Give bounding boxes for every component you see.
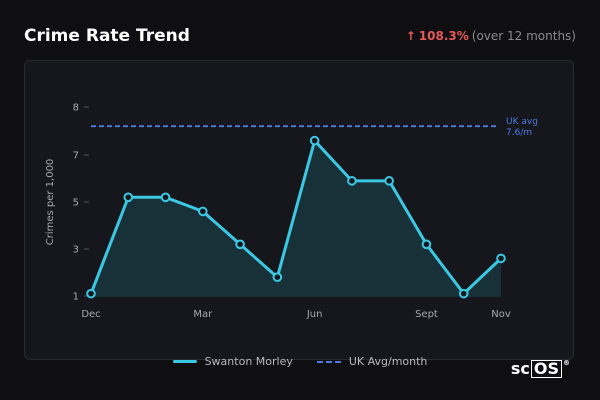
x-tick-label: Mar	[193, 309, 213, 320]
legend-reference-label: UK Avg/month	[348, 355, 428, 368]
chart-title: Crime Rate Trend	[24, 26, 190, 46]
change-percent: 108.3%	[418, 29, 469, 43]
data-point[interactable]	[421, 239, 432, 250]
data-point[interactable]	[235, 239, 245, 250]
y-axis: 1 3 5 7 8	[73, 103, 89, 303]
data-point[interactable]	[160, 192, 171, 203]
x-axis: Dec Mar Jun Sept Nov	[81, 309, 511, 320]
data-point[interactable]	[458, 288, 469, 299]
brand-boxed-text: OS	[530, 359, 562, 378]
y-tick-label: 7	[73, 151, 79, 162]
data-point[interactable]	[123, 192, 134, 203]
legend-item-reference[interactable]: UK Avg/month	[316, 355, 428, 368]
reference-label-value: 7.6/m	[506, 128, 532, 138]
reference-label-name: UK avg	[506, 117, 538, 127]
solid-line-swatch-icon	[172, 360, 197, 363]
change-period: (over 12 months)	[471, 29, 576, 43]
change-indicator: ↑ 108.3% (over 12 months)	[406, 29, 576, 43]
legend-item-series[interactable]: Swanton Morley	[172, 355, 293, 368]
brand-prefix: sc	[510, 359, 530, 378]
data-point[interactable]	[496, 253, 506, 264]
y-tick-label: 1	[73, 292, 79, 303]
x-tick-label: Jun	[306, 309, 323, 320]
series-line-swanton-morley	[89, 139, 503, 296]
registered-mark: ®	[563, 359, 570, 367]
data-point[interactable]	[198, 206, 208, 217]
brand-logo: sc OS ®	[511, 359, 570, 378]
y-tick-label: 8	[73, 103, 79, 114]
x-tick-label: Nov	[491, 309, 511, 320]
data-point[interactable]	[86, 288, 96, 299]
up-arrow-icon: ↑	[405, 29, 416, 43]
data-points	[86, 135, 506, 299]
data-point[interactable]	[272, 272, 283, 283]
x-tick-label: Sept	[415, 309, 438, 320]
series-area-fill	[91, 140, 501, 297]
y-axis-label: Crimes per 1,000	[45, 159, 56, 246]
dashed-line-swatch-icon	[316, 360, 341, 363]
y-tick-label: 5	[73, 198, 79, 209]
data-point[interactable]	[384, 176, 394, 186]
legend: Swanton Morley UK Avg/month	[0, 355, 600, 368]
y-tick-label: 3	[73, 245, 79, 256]
data-point[interactable]	[347, 176, 357, 186]
data-point[interactable]	[309, 135, 320, 146]
legend-series-label: Swanton Morley	[204, 355, 293, 368]
x-tick-label: Dec	[81, 309, 100, 320]
